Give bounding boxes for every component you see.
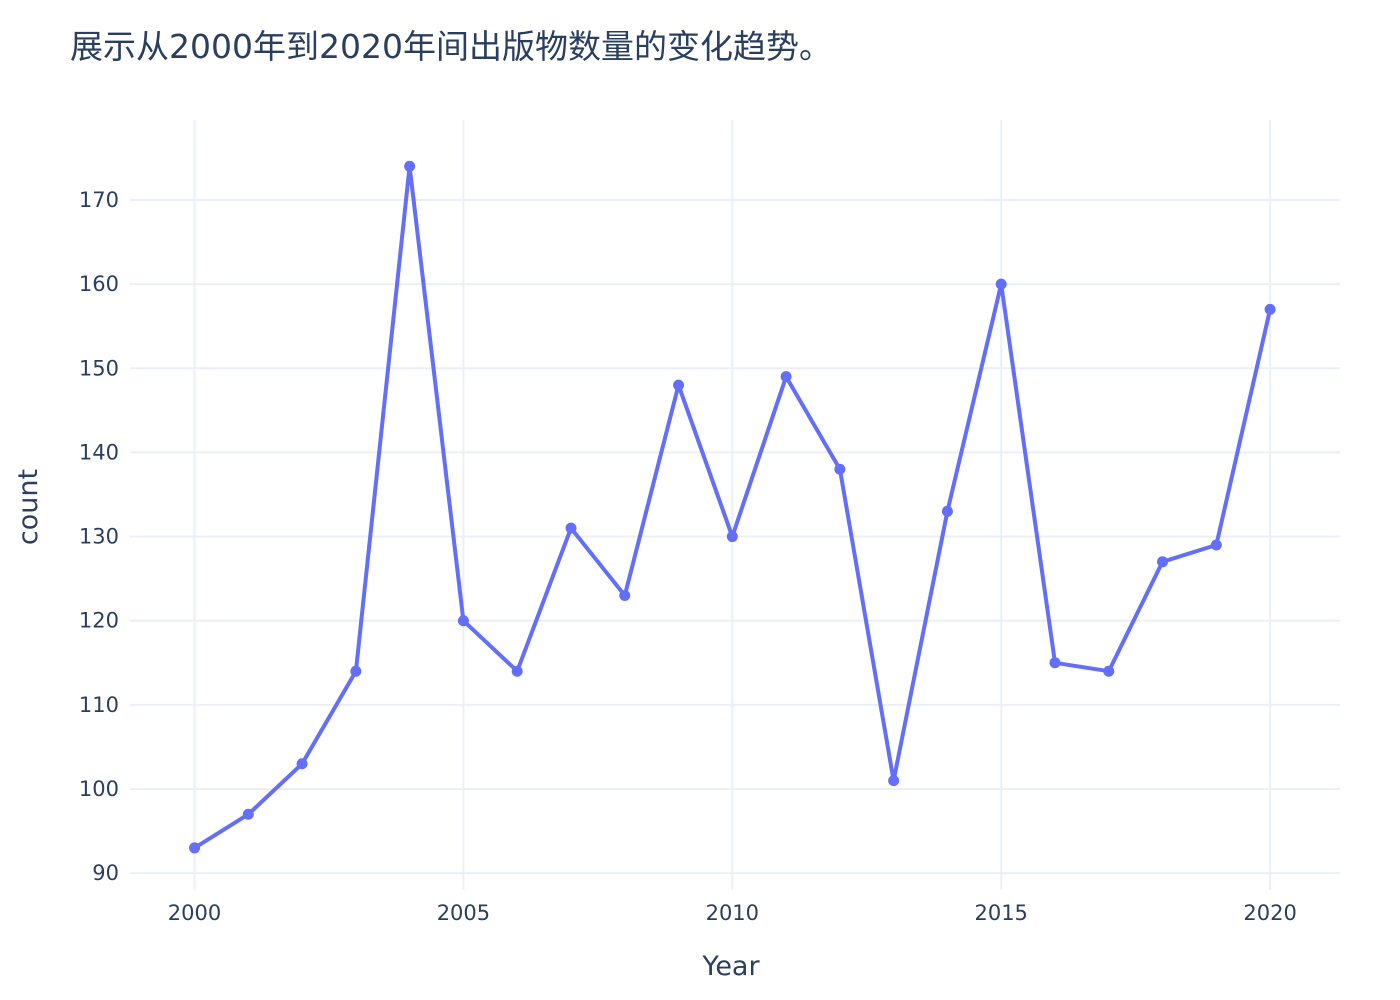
y-tick-label: 160 [79, 272, 119, 296]
series-layer [189, 160, 1276, 854]
y-tick-label: 170 [79, 188, 119, 212]
data-point-2012[interactable] [834, 463, 846, 475]
y-tick-labels: 90 100 110 120 130 140 150 160 170 [79, 188, 119, 885]
data-point-2005[interactable] [457, 615, 469, 627]
y-axis-title: count [13, 469, 44, 545]
x-axis-title: Year [701, 951, 760, 982]
data-point-2008[interactable] [619, 589, 631, 601]
data-point-2002[interactable] [296, 758, 308, 770]
data-point-2017[interactable] [1103, 665, 1115, 677]
x-tick-label: 2000 [168, 901, 221, 925]
x-gridlines [193, 120, 1272, 890]
y-tick-label: 110 [79, 693, 119, 717]
x-tick-label: 2020 [1243, 901, 1296, 925]
data-point-2004[interactable] [404, 160, 416, 172]
y-gridlines [130, 198, 1340, 875]
y-tick-label: 120 [79, 609, 119, 633]
y-tick-label: 90 [92, 861, 119, 885]
data-point-2019[interactable] [1210, 539, 1222, 551]
x-tick-label: 2005 [437, 901, 490, 925]
y-tick-label: 100 [79, 777, 119, 801]
data-point-2003[interactable] [350, 665, 362, 677]
data-point-2016[interactable] [1049, 657, 1061, 669]
data-point-2020[interactable] [1264, 303, 1276, 315]
y-tick-label: 140 [79, 440, 119, 464]
data-point-2018[interactable] [1157, 556, 1169, 568]
x-tick-label: 2010 [706, 901, 759, 925]
chart-title: 展示从2000年到2020年间出版物数量的变化趋势。 [70, 27, 832, 66]
data-point-2009[interactable] [673, 379, 685, 391]
data-point-2001[interactable] [242, 808, 254, 820]
data-point-2013[interactable] [888, 775, 900, 787]
y-tick-label: 130 [79, 525, 119, 549]
y-tick-label: 150 [79, 356, 119, 380]
data-point-2000[interactable] [189, 842, 201, 854]
x-tick-labels: 2000 2005 2010 2015 2020 [168, 901, 1297, 925]
data-point-2010[interactable] [726, 531, 738, 543]
x-tick-label: 2015 [974, 901, 1027, 925]
data-point-2015[interactable] [995, 278, 1007, 290]
data-point-2014[interactable] [941, 505, 953, 517]
data-point-2011[interactable] [780, 371, 792, 383]
data-point-2007[interactable] [565, 522, 577, 534]
data-point-2006[interactable] [511, 665, 523, 677]
